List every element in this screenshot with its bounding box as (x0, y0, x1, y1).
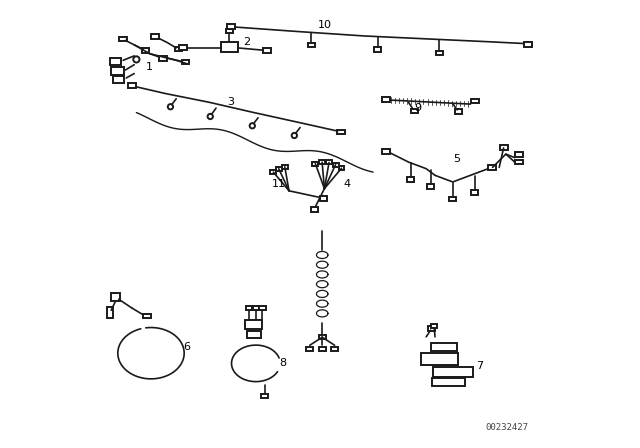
Circle shape (250, 123, 255, 129)
Bar (337, 129, 345, 134)
Circle shape (292, 133, 297, 138)
Bar (436, 51, 443, 55)
Bar (382, 150, 390, 154)
Bar (276, 167, 282, 171)
Bar (179, 46, 187, 50)
Text: 2: 2 (243, 37, 250, 47)
Bar (244, 319, 262, 329)
Bar (312, 162, 318, 166)
Bar (524, 42, 532, 47)
Bar (107, 307, 113, 318)
Bar (320, 196, 327, 201)
Circle shape (207, 114, 213, 119)
Bar (471, 99, 479, 103)
Bar (339, 166, 344, 170)
Bar (449, 197, 456, 202)
Bar (471, 190, 478, 195)
Bar (431, 343, 457, 351)
Bar (411, 108, 418, 113)
Bar (326, 160, 332, 164)
Bar (456, 109, 463, 114)
Bar (261, 394, 268, 398)
Text: 3: 3 (227, 97, 234, 108)
Bar (515, 159, 523, 164)
Text: 1: 1 (146, 62, 153, 72)
Bar (319, 335, 326, 340)
Text: 00232427: 00232427 (485, 423, 528, 432)
Bar (119, 37, 127, 42)
Bar (374, 47, 381, 52)
Bar (253, 306, 259, 310)
Bar (319, 160, 325, 164)
Bar (319, 347, 326, 351)
Bar (221, 42, 237, 52)
Bar (500, 146, 508, 151)
Bar (282, 165, 288, 169)
Bar (407, 177, 414, 181)
Bar (110, 58, 121, 65)
Bar (175, 47, 182, 52)
Bar (488, 165, 495, 170)
Bar (308, 43, 315, 47)
Bar (382, 97, 390, 102)
Bar (111, 293, 120, 301)
Bar (428, 326, 435, 331)
Circle shape (168, 104, 173, 109)
Bar (263, 48, 271, 53)
Circle shape (133, 56, 140, 63)
Bar (246, 331, 260, 338)
Text: 10: 10 (317, 20, 332, 30)
Bar (259, 306, 266, 310)
Bar (143, 314, 150, 319)
Bar (420, 353, 458, 365)
Bar (246, 306, 252, 310)
Bar (311, 207, 318, 211)
Text: 11: 11 (272, 179, 286, 189)
Text: 8: 8 (279, 358, 286, 368)
Bar (333, 163, 339, 167)
Bar (226, 29, 233, 33)
Bar (431, 323, 438, 328)
Bar (113, 76, 124, 83)
Bar (141, 48, 148, 53)
Bar (427, 184, 434, 189)
Text: 6: 6 (183, 342, 190, 352)
Bar (227, 24, 235, 29)
Bar (270, 170, 276, 174)
Bar (128, 83, 136, 88)
Bar (432, 378, 465, 386)
Bar (111, 67, 124, 75)
Text: 7: 7 (476, 362, 483, 371)
Bar (152, 34, 159, 39)
Bar (331, 347, 338, 351)
Text: 4: 4 (343, 179, 350, 189)
Bar (515, 152, 523, 156)
Text: 9: 9 (414, 103, 421, 113)
Bar (182, 60, 189, 64)
Bar (159, 56, 167, 60)
Bar (433, 367, 473, 377)
Bar (307, 347, 314, 351)
Text: 5: 5 (454, 154, 461, 164)
